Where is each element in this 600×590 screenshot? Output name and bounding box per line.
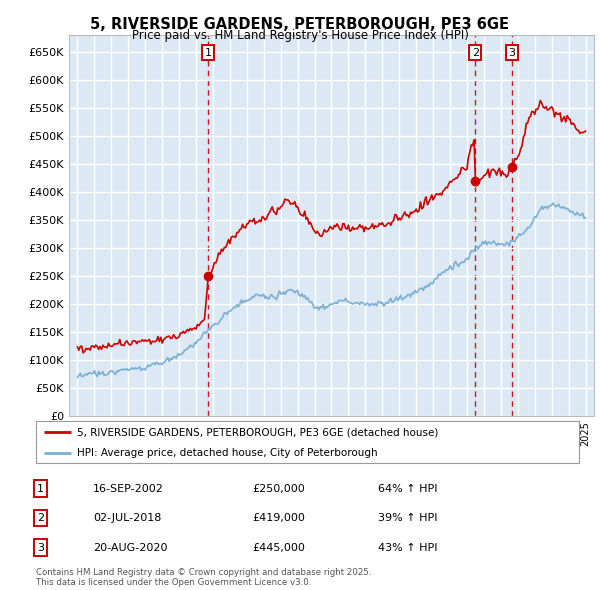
Text: 1: 1 [37, 484, 44, 493]
Text: Contains HM Land Registry data © Crown copyright and database right 2025.
This d: Contains HM Land Registry data © Crown c… [36, 568, 371, 587]
Text: 5, RIVERSIDE GARDENS, PETERBOROUGH, PE3 6GE: 5, RIVERSIDE GARDENS, PETERBOROUGH, PE3 … [91, 17, 509, 31]
Text: 5, RIVERSIDE GARDENS, PETERBOROUGH, PE3 6GE (detached house): 5, RIVERSIDE GARDENS, PETERBOROUGH, PE3 … [77, 427, 438, 437]
Text: 3: 3 [508, 48, 515, 57]
Text: HPI: Average price, detached house, City of Peterborough: HPI: Average price, detached house, City… [77, 448, 377, 457]
Text: £445,000: £445,000 [252, 543, 305, 552]
Text: 02-JUL-2018: 02-JUL-2018 [93, 513, 161, 523]
Text: 16-SEP-2002: 16-SEP-2002 [93, 484, 164, 493]
Text: 39% ↑ HPI: 39% ↑ HPI [378, 513, 437, 523]
Text: £419,000: £419,000 [252, 513, 305, 523]
Text: 2: 2 [472, 48, 479, 57]
Text: 2: 2 [37, 513, 44, 523]
Text: 20-AUG-2020: 20-AUG-2020 [93, 543, 167, 552]
Text: 43% ↑ HPI: 43% ↑ HPI [378, 543, 437, 552]
Text: Price paid vs. HM Land Registry's House Price Index (HPI): Price paid vs. HM Land Registry's House … [131, 29, 469, 42]
Text: 64% ↑ HPI: 64% ↑ HPI [378, 484, 437, 493]
Text: 3: 3 [37, 543, 44, 552]
Text: £250,000: £250,000 [252, 484, 305, 493]
Text: 1: 1 [205, 48, 212, 57]
